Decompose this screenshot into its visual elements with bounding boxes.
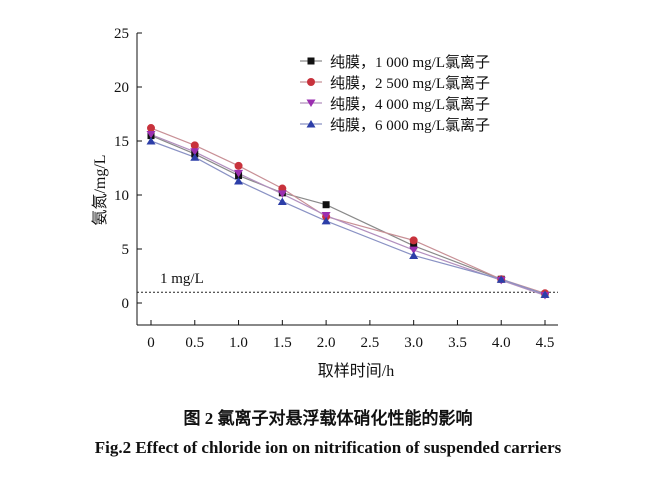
x-tick-label: 0.5 [185,335,204,351]
x-tick-label: 4.5 [536,335,555,351]
legend-marker-4 [306,120,316,128]
legend-marker-2 [307,78,315,86]
data-point-s3-1 [190,148,200,156]
data-point-s2-5 [409,236,418,245]
legend-marker-3 [306,99,316,107]
data-point-s2-2 [234,161,243,170]
y-tick-label: 10 [114,188,129,204]
y-tick-label: 20 [114,80,129,96]
data-point-s4-2 [234,176,244,185]
data-point-s4-0 [146,137,156,145]
data-point-s3-2 [234,169,244,178]
axes: 0 5 10 15 20 25 0 0.5 1.0 1.5 2.0 2.5 3.0 3.5 4.0 4.5 [114,26,558,351]
data-point-s3-5 [409,246,419,255]
y-axis-label: 氨氮/mg/L [91,154,109,225]
data-point-s1-5 [410,242,418,250]
reference-line-label: 1 mg/L [160,271,204,287]
y-tick-label: 15 [114,134,129,150]
legend-label-4: 纯膜，6 000 mg/L氯离子 [330,117,490,134]
legend-label-1: 纯膜，1 000 mg/L氯离子 [330,54,490,71]
y-tick-label: 0 [122,296,130,312]
y-tick-label: 25 [114,26,129,42]
series-markers [146,124,550,300]
x-tick-label: 2.5 [361,335,380,351]
data-point-s2-1 [190,141,199,150]
figure-caption-chinese: 图 2 氯离子对悬浮载体硝化性能的影响 [183,409,473,428]
y-tick-label: 5 [122,242,130,258]
data-point-s4-5 [409,251,419,259]
chart: 0 5 10 15 20 25 0 0.5 1.0 1.5 2.0 2.5 3.0 3.5 4.0 4.5 纯… [91,26,558,380]
data-point-s3-0 [146,131,156,139]
x-axis-label: 取样时间/h [318,362,394,380]
x-tick-label: 4.0 [492,335,511,351]
data-point-s4-4 [321,216,331,225]
series-lines [150,127,546,297]
x-tick-label: 1.5 [273,335,292,351]
legend-label-3: 纯膜，4 000 mg/L氯离子 [330,96,490,113]
series-line-4 [150,140,546,295]
x-tick-label: 2.0 [317,335,336,351]
figure-caption-english: Fig.2 Effect of chloride ion on nitrific… [94,438,562,457]
legend-label-2: 纯膜，2 500 mg/L氯离子 [330,75,490,92]
series-line-1 [150,135,546,295]
data-point-s3-3 [277,190,287,198]
x-tick-label: 1.0 [229,335,248,351]
x-tick-label: 0 [147,335,155,351]
x-tick-label: 3.0 [404,335,423,351]
legend-marker-1 [307,57,315,65]
data-point-s4-3 [277,197,287,205]
data-point-s4-1 [190,153,200,161]
data-point-s2-0 [147,124,155,133]
data-point-s1-4 [322,201,330,209]
series-line-2 [150,127,546,294]
data-point-s4-6 [496,275,506,283]
data-point-s3-4 [321,212,331,220]
data-point-s4-7 [540,290,550,298]
x-tick-label: 3.5 [448,335,467,351]
